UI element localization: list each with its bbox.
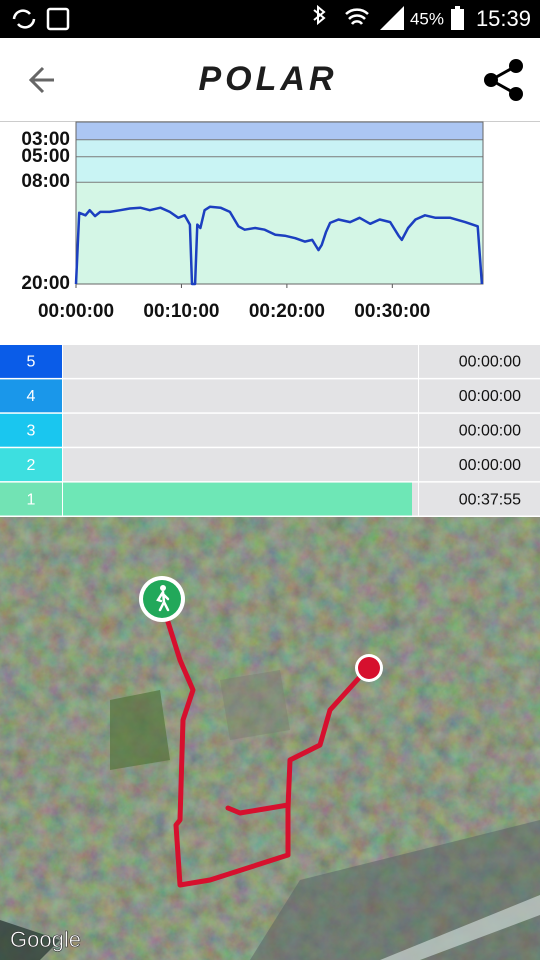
map-attribution: Google: [10, 927, 81, 952]
x-tick-label: 00:00:00: [38, 301, 114, 322]
plot-frame: [75, 121, 484, 285]
zone-track: [63, 345, 418, 378]
map[interactable]: Google: [0, 517, 540, 960]
back-button[interactable]: [28, 66, 54, 94]
zone-swatch: [0, 448, 62, 482]
y-tick-label: 08:00: [21, 171, 70, 192]
battery-cap: [455, 6, 460, 9]
battery-text: 45%: [410, 9, 444, 28]
pace-line: [74, 205, 484, 286]
zone-swatch: [0, 482, 62, 516]
y-tick-label: 05:00: [21, 146, 70, 167]
zone-number: 4: [27, 388, 36, 405]
zone-time-cell: [419, 448, 540, 482]
app-bar: [0, 38, 540, 122]
zone-table: 5 00:00:00 4 00:00:00 3 00:00:00 2 00:00:00 1 00:…: [0, 345, 540, 517]
battery-icon: [451, 9, 464, 30]
zone-time-cell: [419, 379, 540, 413]
zone-time: 00:00:00: [459, 388, 521, 405]
zone-time: 00:00:00: [459, 422, 521, 439]
zone-band: [76, 156, 483, 183]
zone-number: 1: [27, 491, 36, 508]
zone-number: 3: [27, 422, 36, 439]
zone-time-cell: [419, 482, 540, 516]
status-icons: [12, 4, 369, 31]
zone-time: 00:37:55: [459, 491, 521, 508]
share-button[interactable]: [484, 59, 523, 101]
zone-band: [76, 182, 483, 284]
zone-track: [63, 448, 418, 482]
status-bar: [0, 0, 540, 38]
zone-band: [76, 139, 483, 157]
zone-swatch: [0, 345, 62, 378]
zone-band: [76, 122, 483, 140]
zone-track: [63, 379, 418, 413]
zone-number: 5: [27, 354, 36, 371]
zone-time-cell: [419, 413, 540, 447]
zone-swatch: [0, 413, 62, 447]
x-tick-label: 00:30:00: [354, 301, 430, 322]
logo: POLAR: [199, 60, 338, 98]
zone-number: 2: [27, 457, 36, 474]
y-tick-label: 03:00: [21, 129, 70, 150]
zone-track: [63, 413, 418, 447]
x-tick-label: 00:20:00: [249, 301, 325, 322]
zone-time-cell: [419, 345, 540, 378]
y-tick-label: 20:00: [21, 273, 70, 294]
zone-time: 00:00:00: [459, 354, 521, 371]
clock: 15:39: [476, 6, 531, 31]
signal-icon: [380, 6, 404, 30]
zone-swatch: [0, 379, 62, 413]
zone-bar: [63, 482, 412, 516]
zone-time: 00:00:00: [459, 457, 521, 474]
x-tick-label: 00:10:00: [143, 301, 219, 322]
